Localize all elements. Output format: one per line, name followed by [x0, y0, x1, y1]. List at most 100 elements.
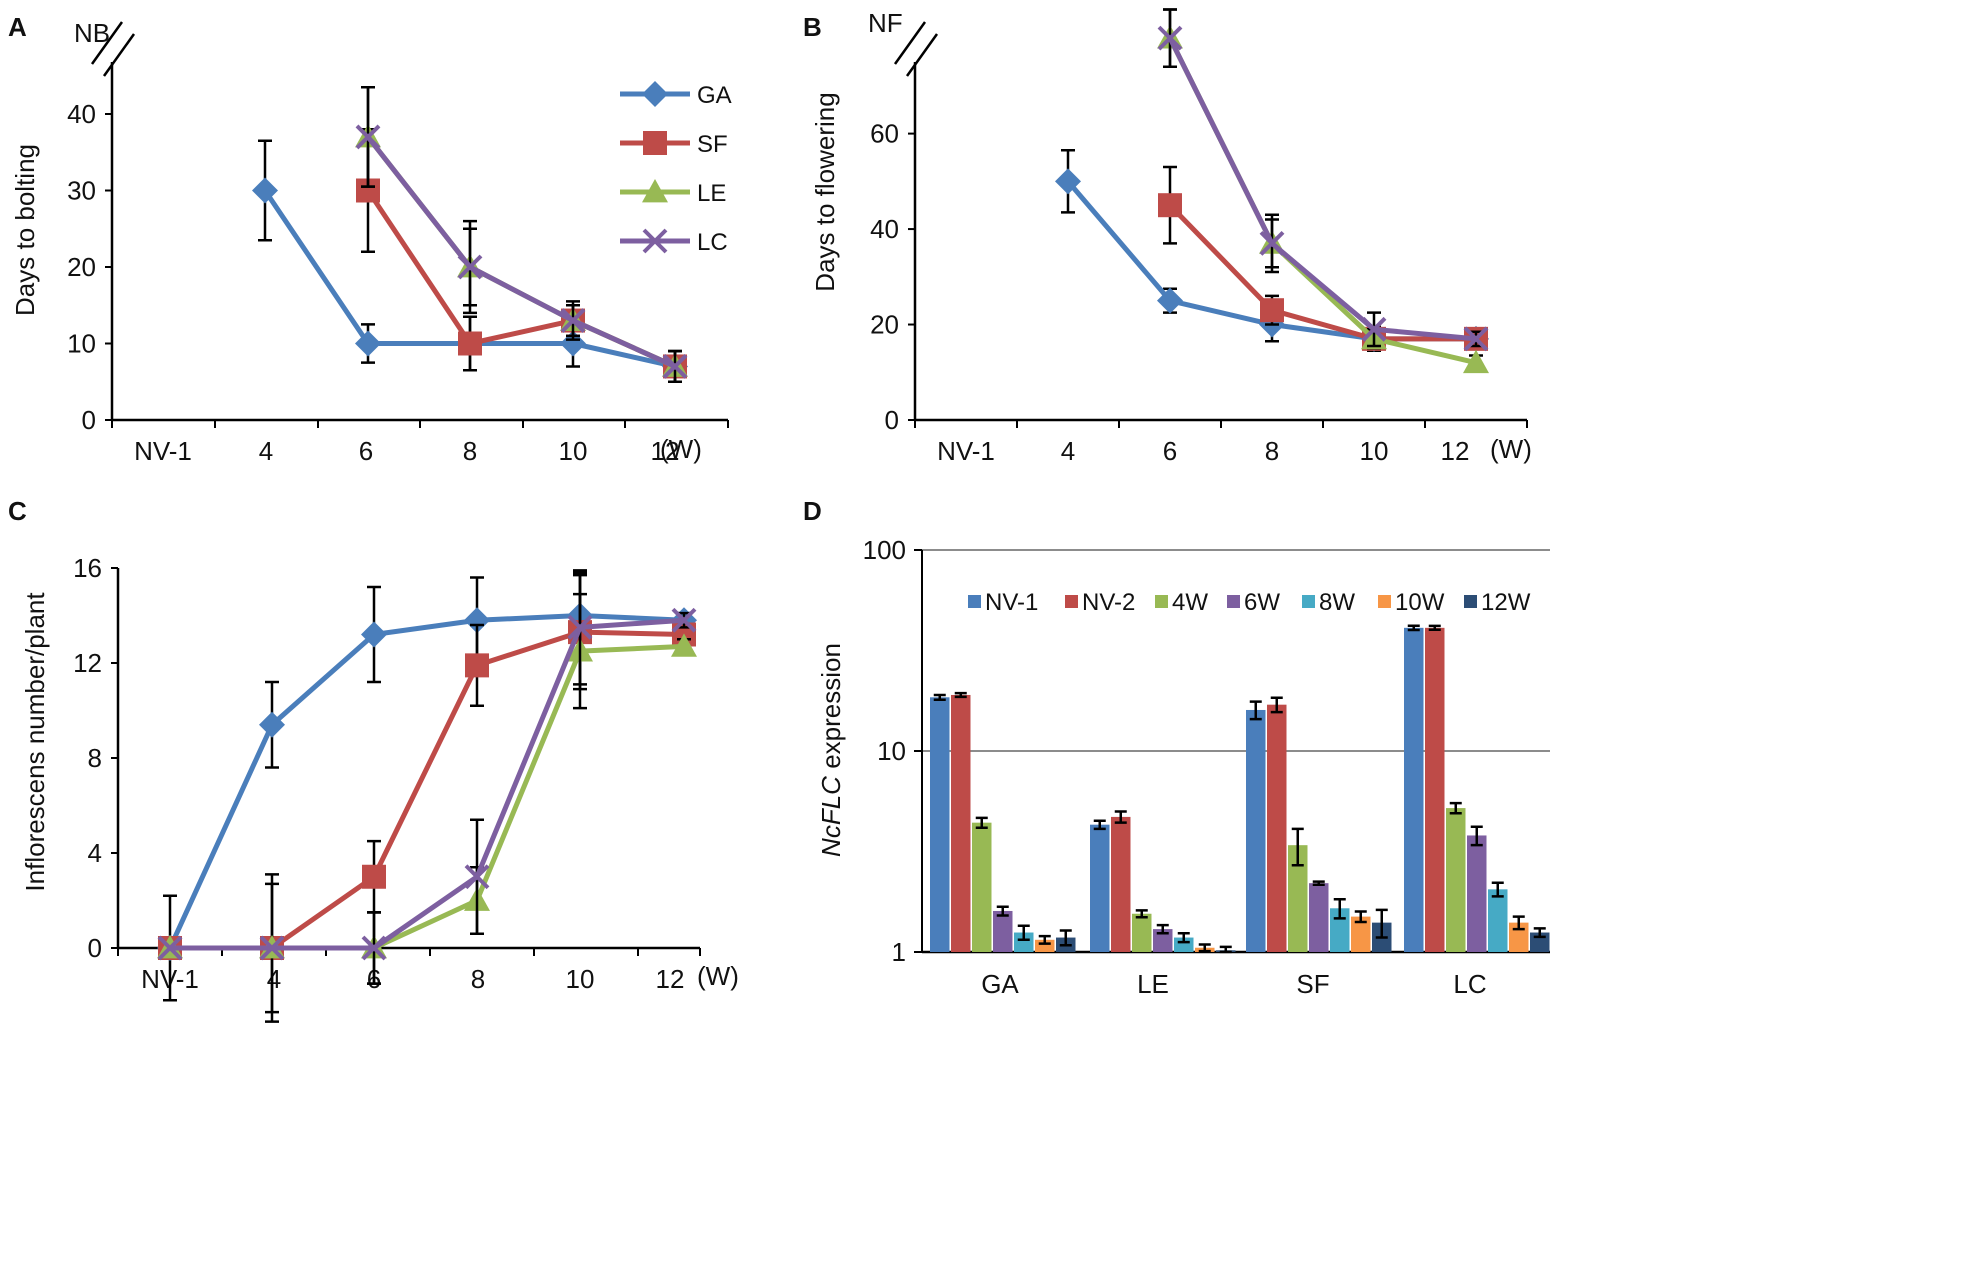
data-point: [259, 935, 285, 961]
series-line: [1167, 37, 1477, 342]
bar: [1246, 709, 1266, 952]
error-bar: [1114, 810, 1127, 824]
y-tick-label: 60: [870, 119, 899, 149]
data-point: [1158, 193, 1182, 218]
series-line: [170, 629, 685, 951]
x-unit-label: (W): [660, 434, 702, 464]
series-line: [1167, 37, 1477, 366]
legend-label: NV-1: [985, 589, 1038, 616]
series-layer: [157, 569, 697, 1023]
data-point: [671, 633, 697, 657]
axis-break-label: NB: [74, 18, 110, 48]
series-lc: [157, 569, 697, 985]
x-axis-ticks: NV-1 4 6 8 10 12: [111, 420, 729, 466]
y-axis-label: Days to flowering: [810, 92, 840, 291]
legend-item-ga: GA: [620, 81, 732, 109]
data-point: [671, 607, 697, 633]
x-tick-label: 10: [566, 964, 595, 994]
error-bar: [933, 693, 946, 701]
x-tick-label: 4: [259, 436, 273, 466]
series-nv-1: [930, 624, 1424, 952]
series-line: [167, 613, 685, 950]
bar: [1132, 913, 1152, 952]
y-tick-label: 20: [870, 310, 899, 340]
series-nv-2: [951, 624, 1445, 952]
legend: NV-1 NV-2 4W 6W 8W 10W 12W: [968, 589, 1531, 616]
data-point: [1157, 25, 1183, 51]
y-tick-label: 10: [877, 736, 906, 766]
data-point: [1157, 287, 1183, 314]
error-bar: [1491, 881, 1504, 898]
error-bar: [1354, 910, 1367, 924]
x-unit-label: (W): [1490, 434, 1532, 464]
legend-label: LE: [697, 180, 726, 207]
series-12w: [1056, 908, 1550, 954]
legend-label: 4W: [1172, 589, 1208, 616]
data-point: [464, 864, 490, 890]
axis-break-icon: [90, 21, 136, 77]
series-lc: [355, 85, 688, 383]
legend-label: 6W: [1244, 589, 1280, 616]
data-point: [1463, 326, 1489, 352]
x-tick-label: 6: [1163, 436, 1177, 466]
series-layer: [252, 85, 688, 383]
error-bar: [996, 905, 1009, 917]
y-axis-ticks: 1 10 100: [863, 535, 922, 967]
data-point: [560, 308, 586, 333]
error-bar: [1135, 909, 1148, 919]
bar: [1351, 916, 1371, 952]
x-tick-label: LE: [1137, 969, 1169, 999]
bar: [1425, 627, 1445, 952]
panel-label-d: D: [803, 496, 822, 526]
x-tick-label: GA: [981, 969, 1019, 999]
bar: [972, 822, 992, 952]
series-sf: [1158, 165, 1488, 351]
legend-item-6w: 6W: [1227, 589, 1280, 616]
legend-label: 12W: [1481, 589, 1531, 616]
x-tick-label: 8: [471, 964, 485, 994]
legend-item-12w: 12W: [1464, 589, 1531, 616]
data-point: [567, 614, 593, 640]
error-bar: [1017, 924, 1030, 942]
series-10w: [1035, 910, 1529, 953]
y-axis-label-rest: expression: [816, 643, 846, 776]
legend-item-4w: 4W: [1155, 589, 1208, 616]
legend-item-8w: 8W: [1302, 589, 1355, 616]
panel-a: A NB 0 10 20 30 40 NV-1 4 6 8 10 12 (W) Days to b…: [8, 12, 732, 466]
legend-swatch: [1227, 595, 1240, 608]
data-point: [259, 711, 285, 738]
legend-marker: [642, 81, 668, 107]
y-tick-label: 16: [73, 553, 102, 583]
panel-label-a: A: [8, 12, 27, 42]
series-layer: [1055, 8, 1489, 374]
x-tick-label: 10: [1360, 436, 1389, 466]
bar: [993, 910, 1013, 952]
legend-swatch: [1464, 595, 1477, 608]
error-bar: [1512, 915, 1525, 931]
data-point: [1259, 230, 1285, 256]
error-bar: [1428, 624, 1441, 632]
legend-label: LC: [697, 229, 728, 256]
legend: GA SF LE LC: [620, 81, 732, 256]
bar: [1014, 932, 1034, 952]
data-point: [157, 935, 183, 961]
y-axis-label: Inflorescens number/plant: [20, 592, 50, 892]
legend-swatch: [1302, 595, 1315, 608]
legend-item-10w: 10W: [1378, 589, 1445, 616]
error-bar: [1333, 897, 1346, 920]
panel-label-b: B: [803, 12, 822, 42]
x-tick-label: 4: [267, 964, 281, 994]
bar: [1153, 929, 1173, 952]
error-bar: [1038, 934, 1051, 945]
series-lc: [1157, 8, 1489, 352]
series-8w: [1014, 881, 1508, 952]
x-unit-label: (W): [697, 961, 739, 991]
grid-lines: [922, 549, 1550, 752]
data-point: [361, 935, 387, 961]
y-tick-label: 8: [88, 743, 102, 773]
series-le: [1157, 8, 1489, 374]
series-line: [170, 617, 685, 951]
x-tick-label: SF: [1296, 969, 1329, 999]
